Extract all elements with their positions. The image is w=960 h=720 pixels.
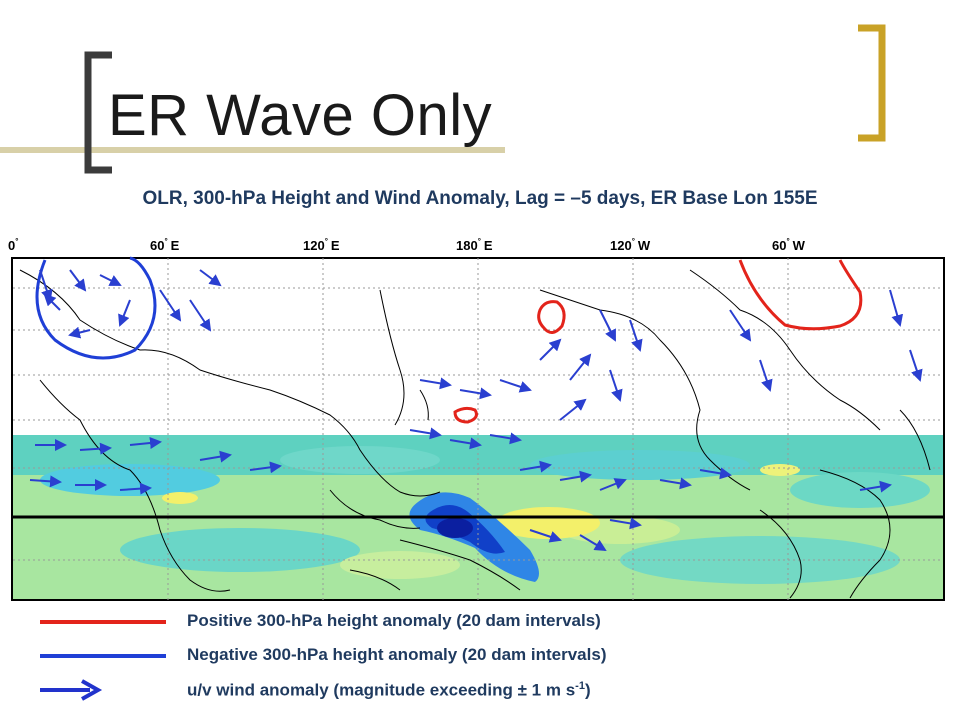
title-underline [0, 147, 505, 153]
olr-patch [340, 551, 460, 579]
negative-legend-line [40, 654, 166, 658]
slide-title: ER Wave Only [108, 83, 493, 148]
positive-height-contour [453, 406, 478, 424]
lon-label-180: 180° E [456, 237, 493, 253]
left-bracket [84, 51, 112, 174]
olr-patch [40, 464, 220, 496]
wind-legend-text: u/v wind anomaly (magnitude exceeding ± … [187, 680, 576, 700]
wind-legend-arrow-icon [40, 679, 103, 701]
olr-patch [120, 528, 360, 572]
lon-label-0: 0° [8, 237, 18, 253]
olr-negative-center [437, 518, 473, 538]
title-decoration [0, 24, 886, 174]
wind-vectors [29, 269, 923, 552]
figure-subtitle: OLR, 300-hPa Height and Wind Anomaly, La… [142, 188, 818, 209]
olr-positive-patch [760, 464, 800, 476]
right-bracket [858, 24, 886, 142]
anomaly-map: 0° 60° E 120° E 180° E 120° W 60° W [0, 230, 960, 610]
positive-legend-label: Positive 300-hPa height anomaly (20 dam … [187, 611, 601, 630]
olr-patch [280, 446, 440, 474]
coastlines [19, 269, 931, 599]
positive-height-contour [738, 259, 863, 331]
longitude-labels: 0° 60° E 120° E 180° E 120° W 60° W [8, 237, 806, 253]
lon-label-60w: 60° W [772, 237, 806, 253]
wind-legend-label: u/v wind anomaly (magnitude exceeding ± … [187, 680, 591, 701]
wind-legend-sup: -1 [575, 680, 585, 692]
olr-positive-patch [496, 507, 600, 539]
lon-label-120e: 120° E [303, 237, 340, 253]
lon-label-120w: 120° W [610, 237, 651, 253]
olr-positive-patch [162, 492, 198, 504]
negative-height-contour [35, 256, 157, 360]
lon-label-60e: 60° E [150, 237, 180, 253]
height-contours [35, 256, 863, 424]
map-grid [13, 258, 943, 600]
negative-legend-label: Negative 300-hPa height anomaly (20 dam … [187, 645, 607, 664]
olr-patch [530, 450, 750, 480]
positive-height-contour [537, 300, 566, 334]
map-svg: 0° 60° E 120° E 180° E 120° W 60° W [8, 237, 945, 601]
wind-legend-close: ) [584, 680, 591, 700]
positive-legend-line [40, 620, 166, 624]
